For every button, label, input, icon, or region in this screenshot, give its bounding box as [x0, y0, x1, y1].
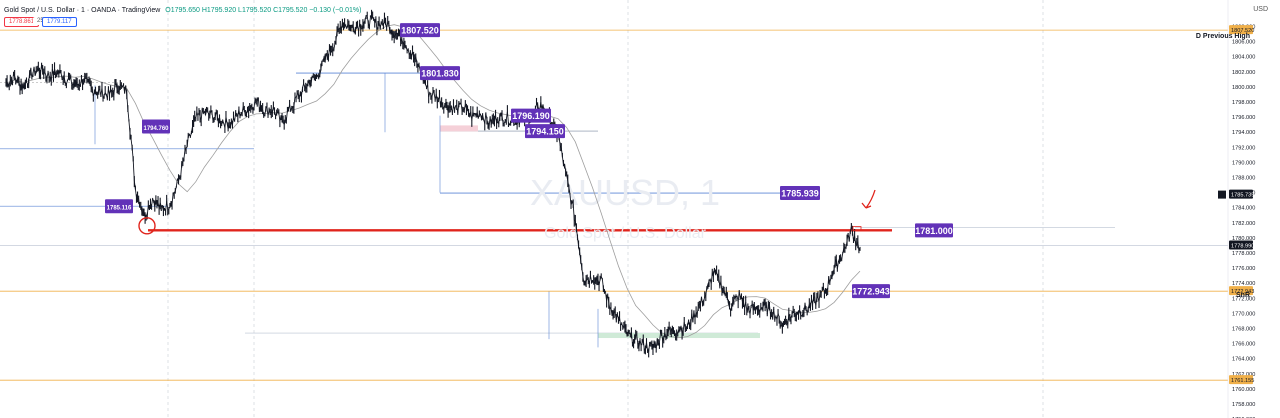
axis-tick-label: 1764.000: [1232, 357, 1255, 363]
label-1801830: 1801.830: [421, 69, 459, 79]
axis-tick-label: 1794.000: [1232, 130, 1255, 136]
axis-tick-label: 1802.000: [1232, 70, 1255, 76]
label-1781000-bg: [915, 223, 953, 238]
axis-tick-label: 1784.000: [1232, 206, 1255, 212]
snr-text: SnR: [1236, 292, 1250, 299]
label-1807520-bg: [400, 23, 440, 38]
axis-tag-prev-high-bg: [1229, 25, 1253, 35]
label-1796190: 1796.190: [512, 111, 550, 121]
previous-high-text: D Previous High: [1196, 33, 1250, 40]
chart-header: Gold Spot / U.S. Dollar · 1 · OANDA · Tr…: [4, 7, 361, 14]
axis-tag-lower-bg: [1229, 375, 1253, 385]
ohlc-readout: O1795.650 H1795.920 L1795.520 C1795.520 …: [165, 7, 362, 14]
symbol-watermark-sub: Gold Spot / U.S. Dollar: [544, 225, 707, 242]
axis-tick-label: 1776.000: [1232, 266, 1255, 272]
axis-tick-label: 1790.000: [1232, 160, 1255, 166]
axis-tick-label: 1778.000: [1232, 251, 1255, 257]
label-1794150-bg: [525, 124, 565, 139]
axis-tick-label: 1758.000: [1232, 402, 1255, 408]
label-1785116-bg: [105, 199, 133, 214]
crosshair-icon: [1218, 190, 1226, 199]
label-1794760: 1794.760: [143, 126, 169, 132]
axis-tag-crosshair: 1785.735: [1231, 193, 1254, 199]
axis-tick-label: 1804.000: [1232, 55, 1255, 61]
session-dividers: [167, 0, 1044, 418]
label-1794760-bg: [142, 119, 170, 134]
label-1794150: 1794.150: [526, 127, 564, 137]
axis-tick-label: 1770.000: [1232, 311, 1255, 317]
label-1785116: 1785.116: [107, 206, 132, 212]
label-1781000: 1781.000: [915, 226, 953, 236]
axis-tick-label: 1760.000: [1232, 387, 1255, 393]
price-axis[interactable]: 1808.0001806.0001804.0001802.0001800.000…: [1218, 0, 1255, 418]
currency-selector[interactable]: USD: [1253, 6, 1268, 13]
label-1796190-bg: [511, 108, 551, 123]
touch-circle: [138, 217, 156, 235]
axis-tag-crosshair-bg: [1229, 189, 1253, 199]
axis-tag-prev-high: 1807.520: [1231, 28, 1254, 34]
axis-tag-last-price: 1778.990: [1231, 244, 1254, 250]
label-1772943-bg: [852, 284, 890, 299]
axis-tick-label: 1772.000: [1232, 296, 1255, 302]
price-line: [5, 14, 861, 352]
axis-tick-label: 1798.000: [1232, 100, 1255, 106]
axis-tick-label: 1800.000: [1232, 85, 1255, 91]
axis-tick-label: 1782.000: [1232, 221, 1255, 227]
arrow-mark: [861, 189, 876, 209]
axis-tick-label: 1780.000: [1232, 236, 1255, 242]
symbol-watermark: XAUUSD, 1: [530, 172, 720, 213]
axis-tick-label: 1762.000: [1232, 372, 1255, 378]
demand-zone: [598, 333, 760, 339]
axis-tick-label: 1766.000: [1232, 342, 1255, 348]
axis-tick-label: 1792.000: [1232, 145, 1255, 151]
axis-tag-last-price-bg: [1229, 240, 1253, 250]
axis-tick-label: 1768.000: [1232, 327, 1255, 333]
axis-tick-label: 1788.000: [1232, 176, 1255, 182]
label-1772943: 1772.943: [852, 287, 890, 297]
buy-price-button[interactable]: 1779.117: [42, 17, 77, 27]
axis-tag-snr: 1772.943: [1231, 289, 1254, 295]
axis-tag-snr-bg: [1229, 286, 1253, 296]
touch-marker: [852, 226, 862, 231]
label-1785939-bg: [780, 186, 820, 201]
label-1807520: 1807.520: [401, 26, 439, 36]
axis-tick-label: 1806.000: [1232, 40, 1255, 46]
price-series: [5, 9, 861, 358]
axis-tick-label: 1774.000: [1232, 281, 1255, 287]
axis-tag-lower: 1761.155: [1231, 378, 1254, 384]
annotations: D Previous High SnR: [138, 33, 1250, 299]
supply-zone: [440, 125, 478, 132]
label-1785939: 1785.939: [781, 189, 819, 199]
level-labels[interactable]: 1781.000 1807.520 1801.830 1796.190 1794.150…: [105, 23, 953, 299]
symbol-title: Gold Spot / U.S. Dollar · 1 · OANDA · Tr…: [4, 7, 161, 14]
label-1801830-bg: [420, 66, 460, 81]
axis-tick-label: 1796.000: [1232, 115, 1255, 121]
